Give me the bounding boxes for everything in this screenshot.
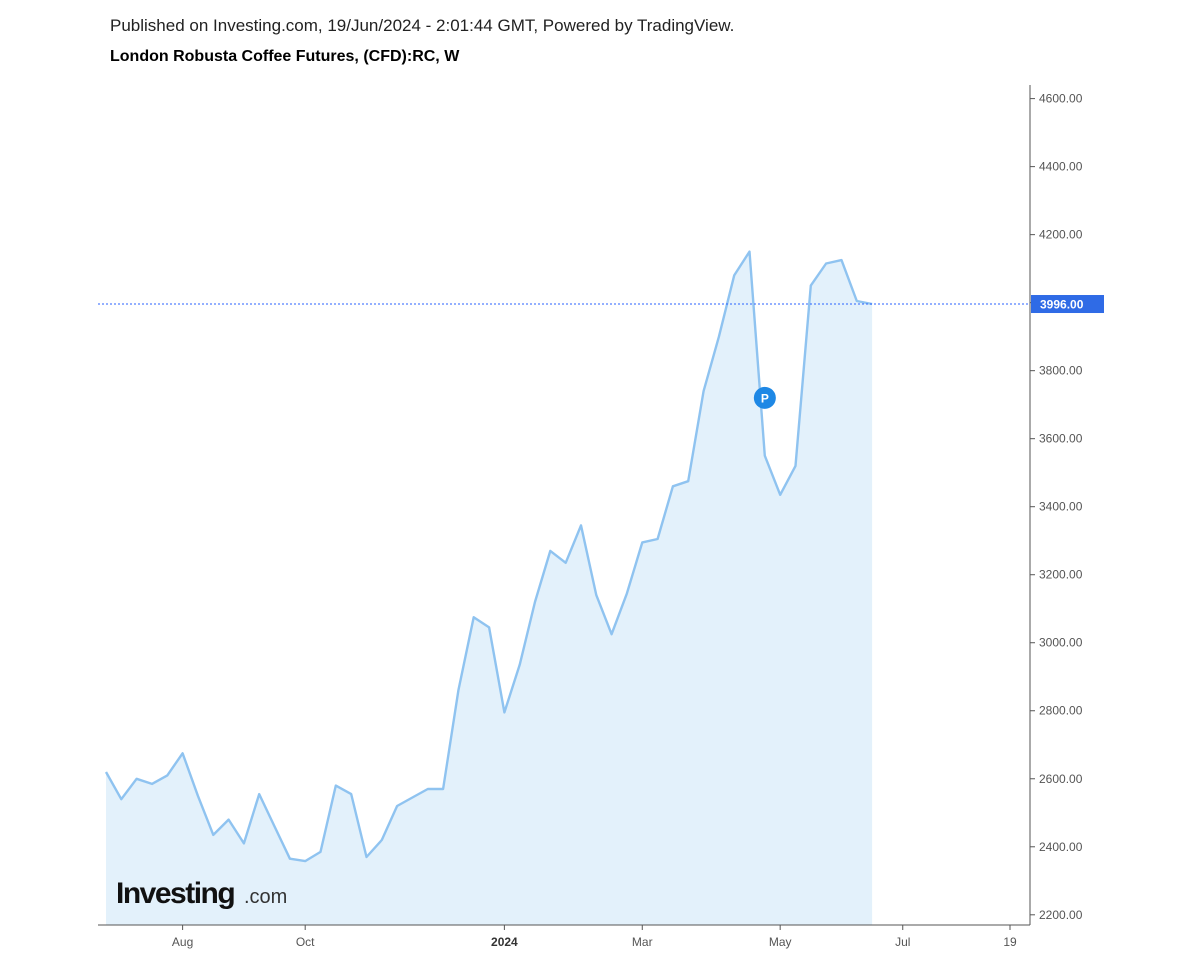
x-tick-label: 19 — [1003, 935, 1017, 949]
last-price-label: 3996.00 — [1040, 298, 1084, 312]
y-tick-label: 4200.00 — [1039, 228, 1083, 242]
y-tick-label: 4600.00 — [1039, 92, 1083, 106]
y-tick-label: 2800.00 — [1039, 704, 1083, 718]
logo-suffix: .com — [244, 886, 287, 908]
published-info: Published on Investing.com, 19/Jun/2024 … — [110, 16, 735, 35]
chart-title: London Robusta Coffee Futures, (CFD):RC,… — [110, 48, 460, 65]
p-marker-label: P — [761, 391, 769, 405]
x-tick-label: Aug — [172, 935, 193, 949]
investing-logo: Investing .com — [116, 877, 287, 910]
y-tick-label: 3800.00 — [1039, 364, 1083, 378]
y-tick-label: 2200.00 — [1039, 908, 1083, 922]
last-price-badge — [1031, 295, 1104, 314]
x-tick-label: Oct — [296, 935, 315, 949]
chart-header: Published on Investing.com, 19/Jun/2024 … — [110, 14, 734, 68]
y-tick-label: 3000.00 — [1039, 636, 1083, 650]
x-tick-label: Mar — [632, 935, 653, 949]
y-tick-label: 2400.00 — [1039, 840, 1083, 854]
y-tick-label: 2600.00 — [1039, 772, 1083, 786]
p-marker — [753, 386, 776, 409]
price-area-fill — [106, 251, 873, 926]
price-line — [104, 250, 873, 863]
axes: 4600.004400.004200.004000.003800.003600.… — [98, 85, 1083, 949]
area-layer — [104, 250, 873, 926]
y-tick-label: 4400.00 — [1039, 160, 1083, 174]
y-tick-label: 3400.00 — [1039, 500, 1083, 514]
x-tick-label: Jul — [895, 935, 910, 949]
logo-text: Investing — [116, 877, 234, 910]
x-tick-label: May — [769, 935, 792, 949]
y-tick-label: 3600.00 — [1039, 432, 1083, 446]
y-tick-label: 3200.00 — [1039, 568, 1083, 582]
x-tick-label: 2024 — [491, 935, 518, 949]
last-price-layer: 3996.00 P — [98, 295, 1104, 409]
